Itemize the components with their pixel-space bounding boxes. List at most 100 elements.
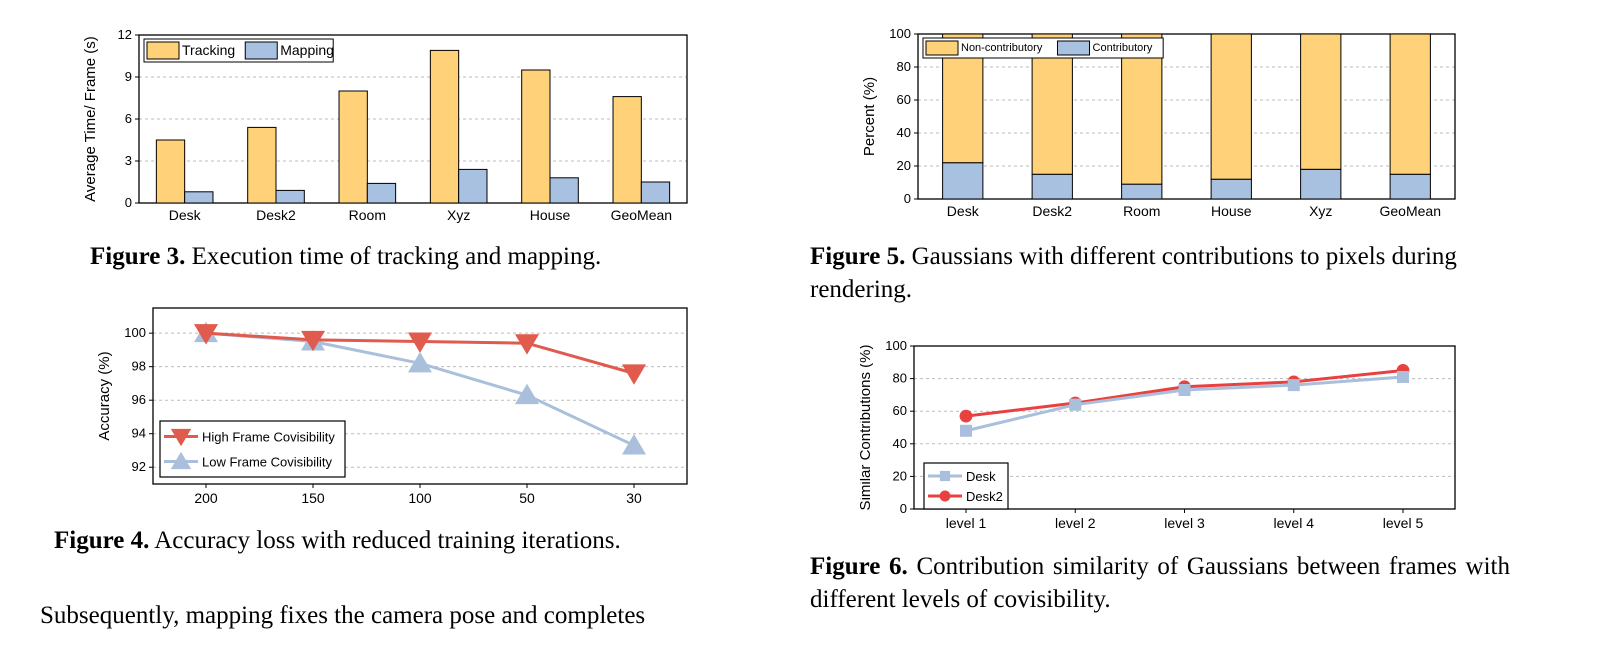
fig4-point-high-frame-covisibility — [194, 324, 218, 345]
fig3-y-tick-label: 3 — [125, 153, 132, 168]
fig6-legend-marker — [939, 470, 951, 482]
fig4-x-tick-label: 50 — [519, 490, 535, 506]
fig5-y-tick-label: 0 — [904, 191, 911, 206]
figure-4-chart: 92 94 96 98 100 Accuracy (%) 200 150 100 50 30 High… — [96, 307, 688, 506]
fig4-y-tick-label: 96 — [132, 392, 146, 407]
fig5-x-tick-label: GeoMean — [1380, 203, 1441, 219]
fig4-legend-label: Low Frame Covisibility — [202, 455, 333, 470]
fig4-point-low-frame-covisibility — [515, 383, 539, 405]
fig5-y-axis-label: Percent (%) — [861, 77, 878, 156]
fig5-bar-non-contributory — [1389, 33, 1431, 175]
fig5-bar-non-contributory — [1121, 33, 1163, 185]
fig3-y-tick-label: 0 — [125, 195, 132, 210]
figure-4-caption-label: Figure 4. — [54, 527, 150, 554]
fig3-bar-mapping — [458, 168, 488, 204]
figure-6-chart: 0 20 40 60 80 100 Similar Contributions (%) lev… — [860, 338, 1456, 531]
fig4-legend-marker — [170, 451, 192, 470]
fig3-x-tick-label: Xyz — [447, 207, 470, 223]
fig6-point-desk — [1178, 384, 1191, 397]
fig4-point-low-frame-covisibility — [408, 351, 432, 373]
fig6-x-tick-label: level 3 — [1164, 515, 1205, 531]
fig6-legend — [923, 462, 1009, 510]
figure-3-caption-text: Execution time of tracking and mapping. — [191, 243, 602, 270]
fig6-x-tick-label: level 2 — [1055, 515, 1096, 531]
fig3-x-tick-label: Desk2 — [256, 207, 296, 223]
figure-3-chart: 0 3 6 9 12 Average Time/ Frame (s) Desk Desk2 Ro… — [82, 27, 688, 223]
fig5-bar-contributory — [1300, 168, 1342, 200]
fig5-legend-swatch — [925, 40, 959, 56]
fig4-x-tick-label: 150 — [301, 490, 325, 506]
fig3-bar-tracking — [612, 96, 642, 204]
fig5-bar-contributory — [942, 162, 984, 200]
figure-6-caption: Figure 6. Contribution similarity of Gau… — [810, 550, 1510, 616]
fig5-legend-swatch — [1057, 40, 1091, 56]
fig4-y-tick-label: 98 — [132, 359, 146, 374]
fig3-bar-mapping — [184, 191, 214, 204]
fig6-y-tick-label: 100 — [885, 338, 907, 353]
fig5-plot-frame — [917, 33, 1456, 200]
fig3-bar-tracking — [521, 69, 551, 204]
fig3-legend-label: Mapping — [280, 42, 334, 58]
fig5-x-tick-label: Xyz — [1309, 203, 1332, 219]
fig6-legend-label: Desk — [966, 469, 996, 484]
fig6-point-desk — [1287, 379, 1300, 392]
fig6-y-tick-label: 60 — [893, 403, 907, 418]
fig5-x-tick-label: House — [1211, 203, 1252, 219]
body-paragraph-line: Subsequently, mapping fixes the camera p… — [40, 602, 646, 629]
fig3-x-tick-label: GeoMean — [611, 207, 672, 223]
fig5-y-tick-label: 80 — [897, 59, 911, 74]
fig5-x-tick-label: Desk2 — [1032, 203, 1072, 219]
fig3-legend-swatch — [146, 41, 180, 60]
fig5-y-tick-label: 20 — [897, 158, 911, 173]
fig3-bar-mapping — [640, 181, 671, 204]
fig6-y-tick-label: 20 — [893, 468, 907, 483]
figure-6-caption-label: Figure 6. — [810, 553, 908, 580]
fig6-point-desk2 — [959, 409, 973, 423]
figure-5-caption-text: Gaussians with different contributions t… — [810, 243, 1457, 303]
fig4-point-high-frame-covisibility — [301, 330, 325, 352]
figure-5-chart: 0 20 40 60 80 100 Percent (%) Desk Desk2 Room Hous… — [861, 26, 1456, 219]
fig4-legend-marker — [170, 428, 192, 447]
fig4-point-high-frame-covisibility — [515, 334, 539, 355]
fig6-y-tick-label: 80 — [893, 371, 907, 386]
fig4-y-tick-label: 94 — [132, 426, 146, 441]
fig5-legend — [922, 37, 1164, 59]
fig3-bar-tracking — [338, 90, 368, 204]
fig4-legend — [159, 420, 346, 478]
fig6-point-desk — [1069, 398, 1082, 411]
fig3-bar-tracking — [429, 49, 460, 204]
fig4-x-tick-label: 200 — [194, 490, 218, 506]
fig4-x-tick-label: 100 — [408, 490, 432, 506]
fig4-x-tick-label: 30 — [626, 490, 642, 506]
fig5-y-tick-label: 100 — [889, 26, 911, 41]
fig3-bar-tracking — [247, 126, 277, 204]
figure-4-caption-text: Accuracy loss with reduced training iter… — [154, 527, 621, 554]
fig5-y-tick-label: 60 — [897, 92, 911, 107]
fig6-point-desk — [1397, 370, 1409, 383]
fig6-x-tick-label: level 5 — [1383, 515, 1424, 531]
fig4-y-tick-label: 92 — [132, 459, 146, 474]
fig4-point-low-frame-covisibility — [622, 434, 646, 455]
fig6-y-axis-label: Similar Contributions (%) — [860, 345, 874, 511]
fig5-legend-label: Contributory — [1093, 42, 1153, 54]
fig6-point-desk — [960, 424, 972, 437]
fig4-point-high-frame-covisibility — [622, 364, 646, 385]
fig4-y-axis-label: Accuracy (%) — [96, 351, 113, 440]
fig5-bar-non-contributory — [1300, 33, 1342, 170]
fig3-legend-label: Tracking — [182, 42, 235, 58]
fig4-legend-label: High Frame Covisibility — [202, 430, 335, 445]
fig3-legend — [143, 38, 334, 63]
fig5-bar-contributory — [1031, 173, 1073, 200]
fig4-point-high-frame-covisibility — [408, 332, 432, 353]
fig3-bar-tracking — [155, 139, 186, 204]
fig5-bar-contributory — [1210, 178, 1252, 200]
fig6-x-tick-label: level 1 — [946, 515, 987, 531]
fig5-x-tick-label: Desk — [947, 203, 980, 219]
figure-4-caption: Figure 4. Accuracy loss with reduced tra… — [54, 524, 734, 557]
fig3-bar-mapping — [366, 182, 397, 204]
fig6-y-tick-label: 0 — [900, 501, 907, 516]
fig4-y-tick-label: 100 — [124, 325, 146, 340]
fig5-bar-contributory — [1389, 173, 1431, 200]
figure-6-caption-text: Contribution similarity of Gaussians bet… — [810, 553, 1510, 613]
figure-5-caption: Figure 5. Gaussians with different contr… — [810, 240, 1510, 306]
